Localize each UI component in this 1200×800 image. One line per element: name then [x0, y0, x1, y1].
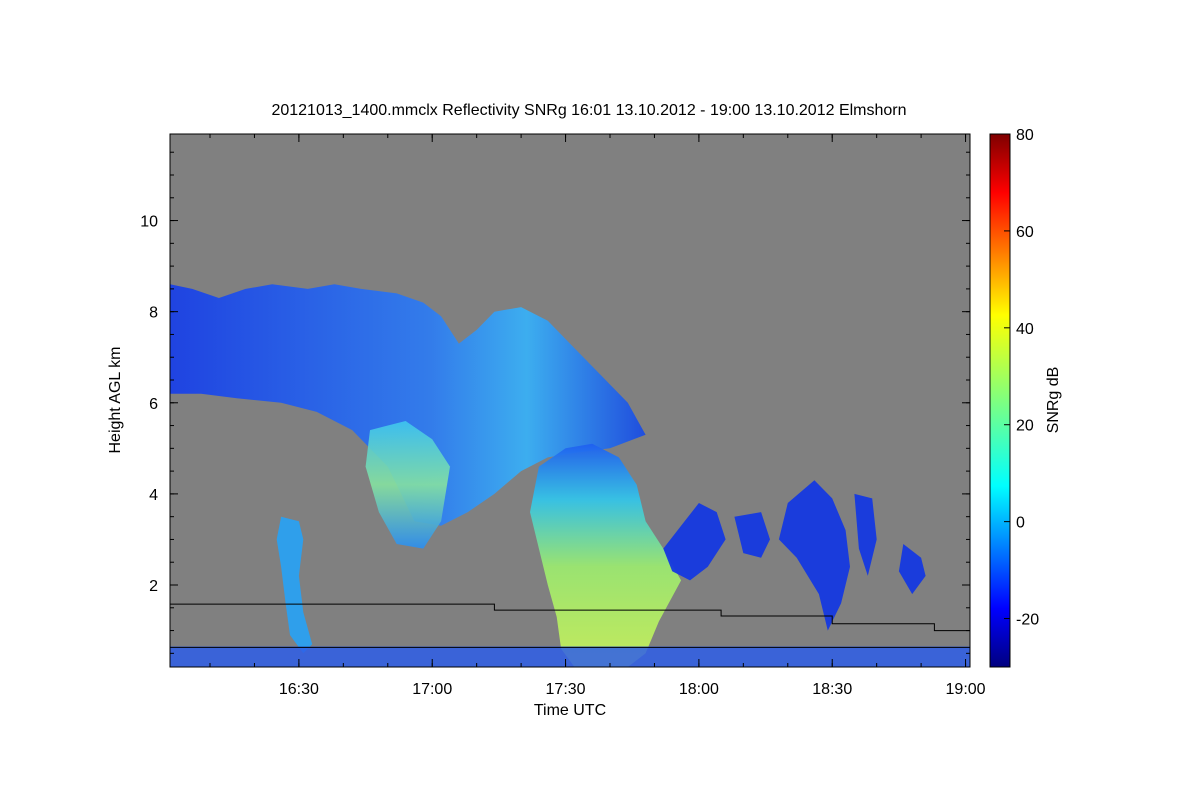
- y-axis-label: Height AGL km: [107, 346, 124, 453]
- colorbar-tick-label: 20: [1016, 418, 1034, 435]
- trailing-cell: [663, 503, 726, 581]
- y-tick-label: 2: [149, 578, 158, 595]
- x-axis: 16:30 17:00 17:30 18:00 18:30 19:00: [209, 134, 986, 698]
- fall-streak: [365, 421, 450, 549]
- y-tick-label: 8: [149, 305, 158, 322]
- shallow-cell: [276, 516, 313, 654]
- trailing-cell: [898, 544, 926, 595]
- y-axis: 2 4 6 8 10: [140, 151, 970, 654]
- y-tick-label: 4: [149, 487, 158, 504]
- radar-data: [170, 284, 970, 667]
- colorbar-tick-label: 0: [1016, 515, 1025, 532]
- chart-title: 20121013_1400.mmclx Reflectivity SNRg 16…: [271, 102, 906, 119]
- colorbar-tick-label: 60: [1016, 224, 1034, 241]
- plot-frame: [169, 133, 971, 668]
- colorbar-tick-label: 40: [1016, 321, 1034, 338]
- colorbar-tick-label: -20: [1016, 612, 1039, 629]
- x-tick-label: 17:00: [412, 681, 452, 698]
- x-axis-label: Time UTC: [534, 702, 606, 719]
- boundary-line-upper: [170, 603, 970, 632]
- trailing-cell: [778, 480, 850, 631]
- colorbar-ticks: -20 0 20 40 60 80: [1004, 127, 1039, 629]
- x-tick-label: 18:00: [679, 681, 719, 698]
- y-tick-label: 10: [140, 214, 158, 231]
- colorbar-tick-label: 80: [1016, 127, 1034, 144]
- y-tick-label: 6: [149, 396, 158, 413]
- x-tick-label: 19:00: [946, 681, 986, 698]
- colorbar-label: SNRg dB: [1045, 367, 1062, 434]
- precipitation-shaft: [530, 443, 682, 667]
- cloud-layer-upper: [170, 284, 646, 526]
- x-tick-label: 18:30: [812, 681, 852, 698]
- trailing-cell: [854, 493, 877, 576]
- ground-clutter-band: [170, 646, 970, 667]
- trailing-cell: [734, 512, 770, 558]
- x-tick-label: 16:30: [279, 681, 319, 698]
- colorbar: [989, 133, 1011, 668]
- x-tick-label: 17:30: [546, 681, 586, 698]
